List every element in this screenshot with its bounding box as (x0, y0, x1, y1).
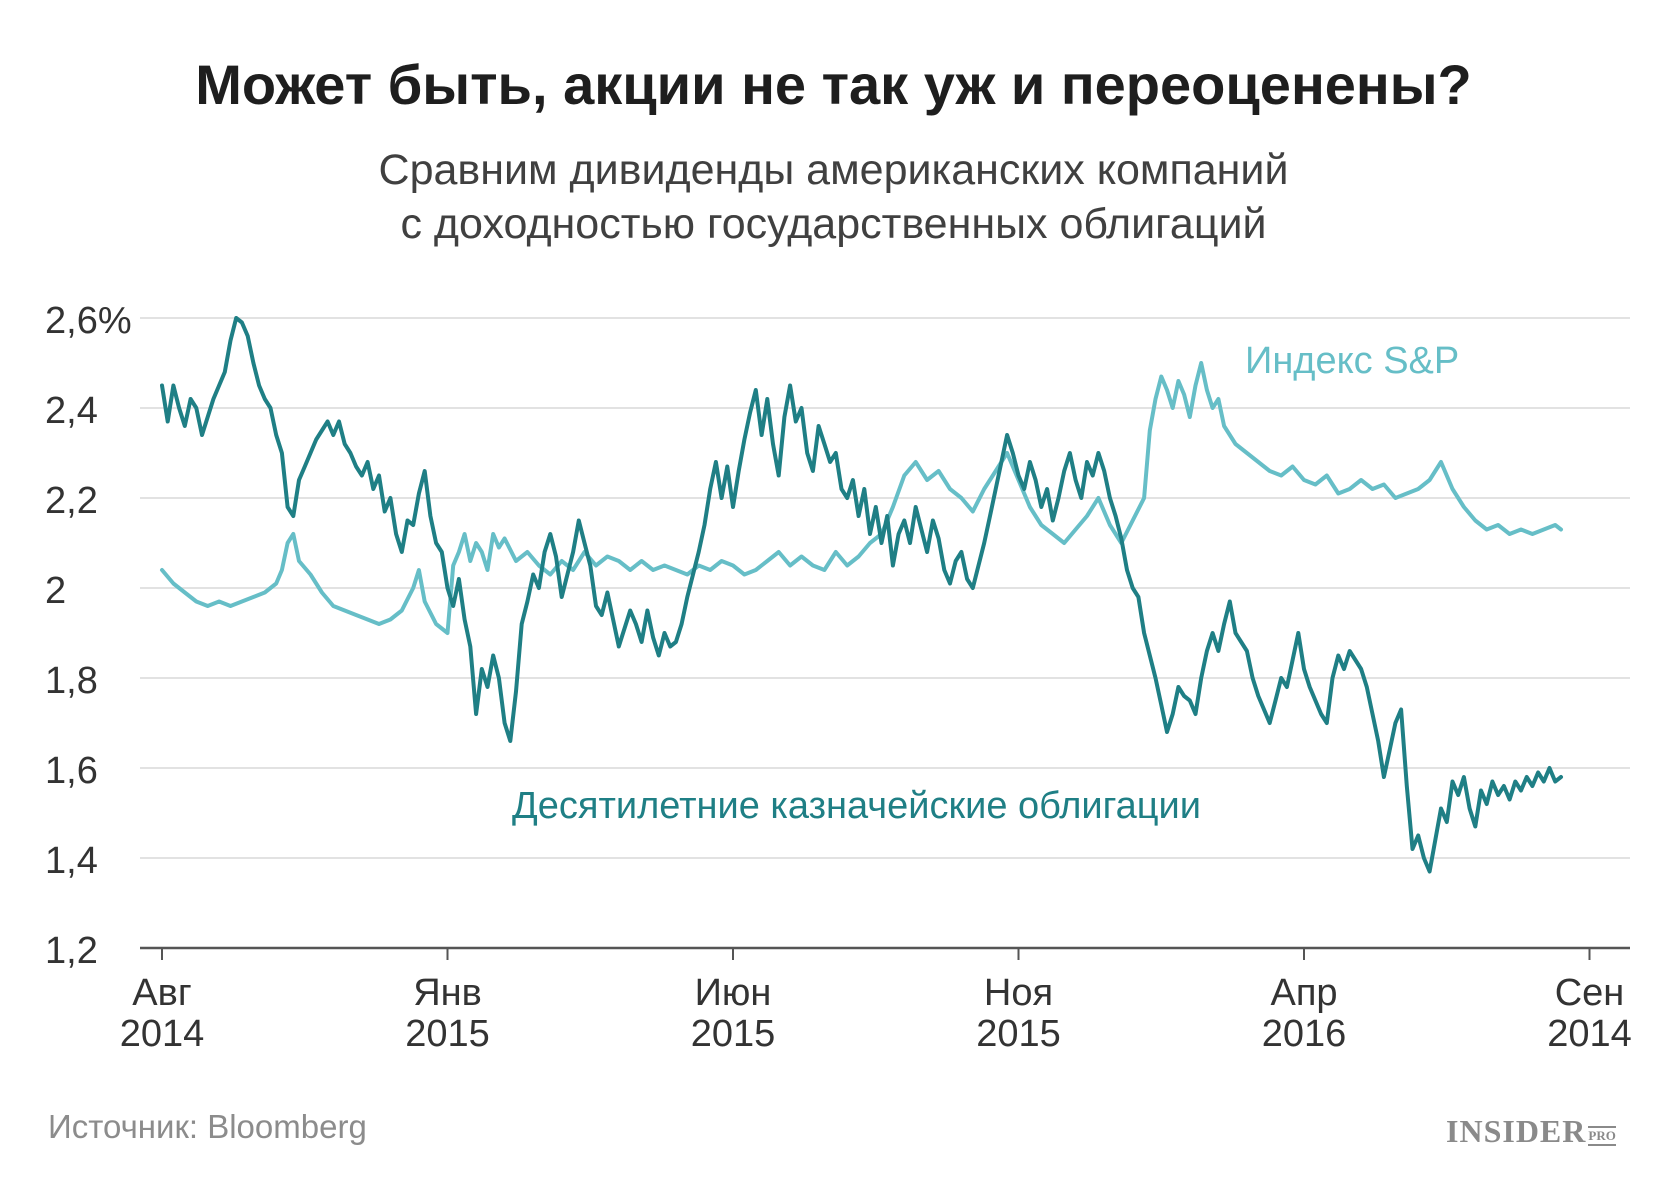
x-tick-month: Июн (695, 972, 772, 1014)
chart-title: Может быть, акции не так уж и переоценен… (195, 53, 1472, 116)
y-tick-label: 2,2 (45, 480, 98, 522)
source-note: Источник: Bloomberg (48, 1108, 367, 1145)
insider-pro-logo: INSIDER PRO (1446, 1113, 1616, 1150)
chart-subtitle-line-2: с доходностью государственных облигаций (400, 200, 1267, 248)
y-tick-label: 2,6% (45, 300, 132, 342)
x-tick-month: Ноя (984, 972, 1053, 1014)
y-tick-label: 1,4 (45, 840, 98, 882)
x-tick-month: Сен (1555, 972, 1625, 1014)
x-tick-year: 2014 (120, 1013, 205, 1055)
x-tick-month: Янв (413, 972, 482, 1014)
y-tick-label: 1,6 (45, 750, 98, 792)
y-tick-label: 2 (45, 570, 66, 612)
x-tick-year: 2015 (405, 1013, 490, 1055)
y-tick-label: 1,2 (45, 930, 98, 972)
sp-series-label: Индекс S&P (1245, 340, 1459, 382)
x-tick-year: 2016 (1262, 1013, 1347, 1055)
x-tick-month: Апр (1270, 972, 1337, 1014)
x-tick-year: 2015 (691, 1013, 776, 1055)
x-tick-year: 2015 (976, 1013, 1061, 1055)
y-tick-label: 2,4 (45, 390, 98, 432)
chart-subtitle-line-1: Сравним дивиденды американских компаний (378, 146, 1289, 194)
treasury-series-label: Десятилетние казначейские облигации (512, 785, 1201, 827)
treasury-10y-line (160, 316, 1563, 874)
x-tick-month: Авг (132, 972, 191, 1014)
y-tick-label: 1,8 (45, 660, 98, 702)
logo-pro-badge: PRO (1588, 1126, 1616, 1146)
logo-text: INSIDER (1446, 1113, 1587, 1149)
x-tick-year: 2014 (1547, 1013, 1632, 1055)
sp-index-line (160, 361, 1563, 635)
